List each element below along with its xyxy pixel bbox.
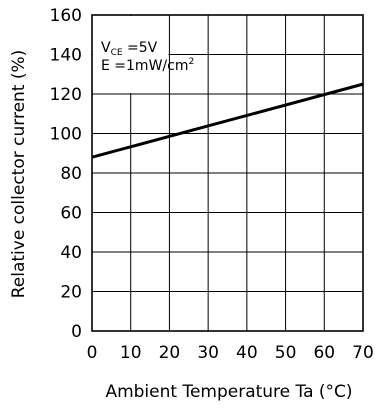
y-tick-label: 60: [60, 204, 82, 224]
y-tick-label: 120: [50, 85, 82, 105]
condition-irradiance: E =1mW/cm2: [101, 57, 194, 74]
y-tick-label: 80: [60, 164, 82, 184]
y-tick-label: 100: [50, 125, 82, 145]
y-axis-title: Relative collector current (%): [9, 50, 29, 299]
condition-box: [93, 16, 169, 93]
y-tick-label: 140: [50, 46, 82, 66]
x-tick-label: 10: [120, 343, 142, 363]
y-tick-label: 20: [60, 283, 82, 303]
x-tick-label: 70: [352, 343, 374, 363]
x-tick-label: 30: [197, 343, 219, 363]
y-tick-label: 40: [60, 243, 82, 263]
x-axis-title: Ambient Temperature Ta (°C): [105, 382, 352, 402]
y-tick-label: 0: [71, 322, 82, 342]
plot-frame: [91, 14, 364, 332]
x-tick-label: 50: [275, 343, 297, 363]
grid: [92, 15, 363, 331]
x-tick-label: 40: [236, 343, 258, 363]
x-tick-label: 0: [87, 343, 98, 363]
y-tick-label: 160: [50, 6, 82, 26]
y-tick-labels: 0 20 40 60 80 100 120 140 160: [50, 6, 82, 342]
x-tick-labels: 0 10 20 30 40 50 60 70: [87, 343, 374, 363]
condition-vce: VCE =5V: [101, 40, 158, 58]
x-tick-label: 20: [159, 343, 181, 363]
series-group: [91, 82, 364, 159]
x-tick-label: 60: [313, 343, 335, 363]
series-line: [91, 82, 364, 159]
